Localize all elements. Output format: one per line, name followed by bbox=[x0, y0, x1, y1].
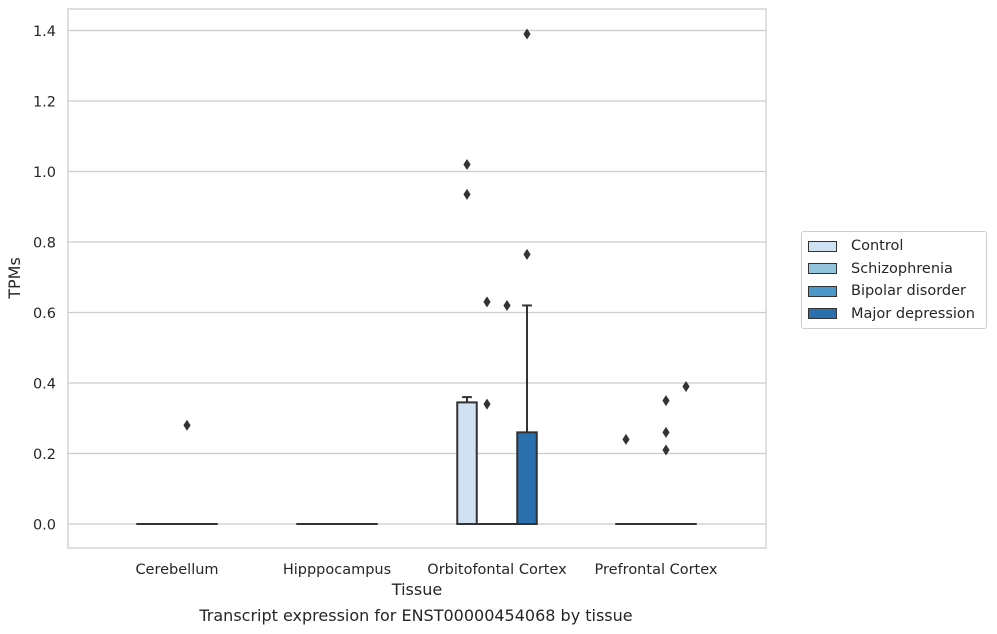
plot-area-frame bbox=[67, 8, 767, 549]
chart-caption: Transcript expression for ENST0000045406… bbox=[199, 606, 633, 625]
legend-swatch bbox=[808, 308, 837, 320]
y-tick-label: 1.4 bbox=[33, 24, 56, 40]
legend-swatch bbox=[808, 263, 837, 275]
y-tick-label: 0.4 bbox=[33, 377, 56, 393]
x-tick-label: Orbitofontal Cortex bbox=[427, 562, 567, 578]
gridlines bbox=[68, 29, 766, 525]
outlier-point bbox=[483, 398, 491, 410]
y-tick-label: 0.6 bbox=[33, 306, 56, 322]
box-2-1 bbox=[476, 296, 498, 526]
y-tick-label: 1.2 bbox=[33, 95, 56, 111]
x-tick-label: Prefrontal Cortex bbox=[595, 562, 718, 578]
outlier-point bbox=[682, 381, 690, 393]
legend-item: Control bbox=[802, 235, 986, 258]
outlier-point bbox=[463, 188, 471, 200]
outlier-point bbox=[463, 158, 471, 170]
legend-label: Control bbox=[851, 238, 904, 255]
box-body bbox=[516, 431, 538, 526]
outlier-point bbox=[503, 299, 511, 311]
outlier-point bbox=[622, 433, 630, 445]
outlier-point bbox=[183, 419, 191, 431]
x-axis-ticks: Cerebellum Hipppocampus Orbitofontal Corte… bbox=[135, 562, 717, 578]
legend-label: Schizophrenia bbox=[851, 260, 953, 277]
box-0-2 bbox=[176, 419, 198, 526]
y-tick-label: 0.8 bbox=[33, 236, 56, 252]
box-2-2 bbox=[496, 299, 518, 526]
legend-label: Bipolar disorder bbox=[851, 283, 966, 300]
y-tick-label: 0.0 bbox=[33, 518, 56, 534]
outlier-point bbox=[662, 444, 670, 456]
x-tick-label: Hipppocampus bbox=[283, 562, 391, 578]
box-3-2 bbox=[655, 395, 677, 526]
box-marks bbox=[136, 28, 697, 526]
outlier-point bbox=[662, 426, 670, 438]
legend-swatch bbox=[808, 240, 837, 252]
box-2-3 bbox=[516, 28, 538, 526]
y-axis-ticks: 0.0 0.2 0.4 0.6 0.8 1.0 1.2 1.4 bbox=[33, 24, 56, 534]
legend-item: Major depression bbox=[802, 303, 986, 326]
box-body bbox=[456, 401, 478, 526]
box-3-0 bbox=[615, 433, 637, 526]
legend: Control Schizophrenia Bipolar disorder Majo… bbox=[801, 231, 987, 329]
box-3-3 bbox=[675, 381, 697, 526]
legend-label: Major depression bbox=[851, 305, 975, 322]
outlier-point bbox=[523, 28, 531, 40]
x-axis-label: Tissue bbox=[391, 580, 442, 599]
y-tick-label: 0.2 bbox=[33, 447, 56, 463]
legend-item: Bipolar disorder bbox=[802, 280, 986, 303]
legend-swatch bbox=[808, 285, 837, 297]
box-2-0 bbox=[456, 158, 478, 526]
y-axis-label: TPMs bbox=[5, 257, 24, 300]
legend-item: Schizophrenia bbox=[802, 258, 986, 281]
outlier-point bbox=[662, 395, 670, 407]
outlier-point bbox=[483, 296, 491, 308]
y-tick-label: 1.0 bbox=[33, 165, 56, 181]
x-tick-label: Cerebellum bbox=[135, 562, 218, 578]
outlier-point bbox=[523, 248, 531, 260]
